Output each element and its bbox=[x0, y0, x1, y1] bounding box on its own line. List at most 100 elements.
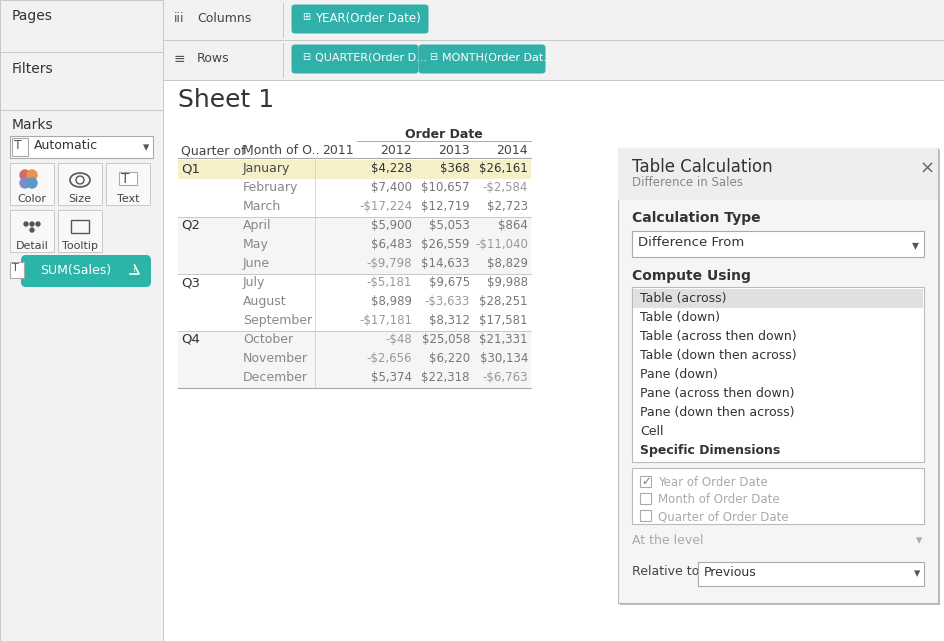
Text: April: April bbox=[243, 219, 271, 232]
Text: Pane (across then down): Pane (across then down) bbox=[639, 387, 794, 400]
Text: -$2,656: -$2,656 bbox=[366, 352, 412, 365]
Text: $8,829: $8,829 bbox=[486, 257, 528, 270]
Text: T: T bbox=[12, 263, 19, 273]
Text: T: T bbox=[14, 139, 22, 152]
Text: ▾: ▾ bbox=[915, 534, 921, 547]
Text: Size: Size bbox=[68, 194, 92, 204]
Text: March: March bbox=[243, 200, 281, 213]
Bar bbox=[632, 231, 923, 257]
Text: $22,318: $22,318 bbox=[421, 371, 469, 384]
FancyBboxPatch shape bbox=[21, 255, 151, 287]
Bar bbox=[177, 369, 531, 388]
Bar bbox=[632, 287, 923, 462]
Circle shape bbox=[20, 170, 30, 180]
Text: MONTH(Order Dat...: MONTH(Order Dat... bbox=[442, 52, 553, 62]
Text: Marks: Marks bbox=[12, 118, 54, 132]
Text: Pane (down): Pane (down) bbox=[639, 368, 717, 381]
Text: -$17,224: -$17,224 bbox=[359, 200, 412, 213]
Text: Tooltip: Tooltip bbox=[62, 241, 98, 251]
Text: Table (down): Table (down) bbox=[639, 311, 719, 324]
Bar bbox=[71, 220, 89, 233]
Text: At the level: At the level bbox=[632, 534, 702, 547]
Text: $26,161: $26,161 bbox=[479, 162, 528, 175]
Text: -$11,040: -$11,040 bbox=[475, 238, 528, 251]
Text: -$48: -$48 bbox=[385, 333, 412, 346]
Text: Pages: Pages bbox=[12, 9, 53, 23]
Bar bbox=[698, 562, 923, 586]
Text: Pane (down then across): Pane (down then across) bbox=[639, 406, 794, 419]
Circle shape bbox=[30, 222, 34, 226]
Text: -$5,181: -$5,181 bbox=[366, 276, 412, 289]
Text: Filters: Filters bbox=[12, 62, 54, 76]
Text: $6,220: $6,220 bbox=[429, 352, 469, 365]
Text: $28,251: $28,251 bbox=[479, 295, 528, 308]
Text: $5,374: $5,374 bbox=[371, 371, 412, 384]
Text: May: May bbox=[243, 238, 269, 251]
Bar bbox=[177, 350, 531, 369]
Bar bbox=[177, 331, 531, 350]
Text: July: July bbox=[243, 276, 265, 289]
Text: -$2,584: -$2,584 bbox=[482, 181, 528, 194]
Text: Table (across): Table (across) bbox=[639, 292, 726, 305]
Bar bbox=[162, 80, 944, 641]
Circle shape bbox=[30, 228, 34, 232]
Text: ▾: ▾ bbox=[911, 238, 918, 252]
Text: ×: × bbox=[919, 160, 935, 178]
Text: ▾: ▾ bbox=[143, 141, 149, 154]
Text: $4,228: $4,228 bbox=[370, 162, 412, 175]
Text: Rows: Rows bbox=[196, 52, 229, 65]
Text: November: November bbox=[243, 352, 308, 365]
Text: February: February bbox=[243, 181, 298, 194]
Text: ✓: ✓ bbox=[640, 475, 650, 488]
Text: Specific Dimensions: Specific Dimensions bbox=[639, 444, 780, 457]
Text: $368: $368 bbox=[440, 162, 469, 175]
Circle shape bbox=[36, 222, 40, 226]
Bar bbox=[162, 0, 944, 40]
Text: Q3: Q3 bbox=[181, 276, 200, 289]
Bar bbox=[639, 493, 650, 504]
Text: $9,988: $9,988 bbox=[486, 276, 528, 289]
Text: Q2: Q2 bbox=[181, 219, 200, 232]
Text: Relative to: Relative to bbox=[632, 565, 699, 578]
Text: $26,559: $26,559 bbox=[421, 238, 469, 251]
Bar bbox=[162, 40, 944, 80]
Text: Detail: Detail bbox=[15, 241, 48, 251]
Text: -$3,633: -$3,633 bbox=[424, 295, 469, 308]
Text: $12,719: $12,719 bbox=[421, 200, 469, 213]
Text: $30,134: $30,134 bbox=[480, 352, 528, 365]
Text: Compute Using: Compute Using bbox=[632, 269, 750, 283]
Text: Difference From: Difference From bbox=[637, 236, 744, 249]
Text: 2013: 2013 bbox=[438, 144, 469, 157]
Bar bbox=[177, 236, 531, 255]
Bar bbox=[106, 163, 150, 205]
Text: August: August bbox=[243, 295, 286, 308]
Text: $2,723: $2,723 bbox=[486, 200, 528, 213]
Text: Cell: Cell bbox=[639, 425, 663, 438]
Text: ⊟: ⊟ bbox=[429, 52, 437, 62]
Text: October: October bbox=[243, 333, 293, 346]
Text: SUM(Sales): SUM(Sales) bbox=[40, 264, 111, 277]
Text: T: T bbox=[121, 172, 129, 186]
Text: $14,633: $14,633 bbox=[421, 257, 469, 270]
Text: $25,058: $25,058 bbox=[421, 333, 469, 346]
Text: Month of Order Date: Month of Order Date bbox=[657, 493, 779, 506]
Text: $21,331: $21,331 bbox=[479, 333, 528, 346]
Bar bbox=[617, 148, 937, 200]
Bar bbox=[177, 255, 531, 274]
Text: Color: Color bbox=[18, 194, 46, 204]
Bar bbox=[632, 468, 923, 524]
Bar bbox=[10, 262, 24, 278]
Text: $8,989: $8,989 bbox=[371, 295, 412, 308]
Text: $7,400: $7,400 bbox=[371, 181, 412, 194]
Circle shape bbox=[20, 178, 30, 188]
Text: September: September bbox=[243, 314, 312, 327]
Text: ≡: ≡ bbox=[174, 52, 185, 66]
Text: Difference in Sales: Difference in Sales bbox=[632, 176, 742, 189]
Text: Year of Order Date: Year of Order Date bbox=[657, 476, 767, 489]
Text: Order Date: Order Date bbox=[405, 128, 482, 141]
Text: 2012: 2012 bbox=[380, 144, 412, 157]
Text: -$17,181: -$17,181 bbox=[359, 314, 412, 327]
Text: $5,053: $5,053 bbox=[429, 219, 469, 232]
Bar bbox=[58, 163, 102, 205]
Text: $17,581: $17,581 bbox=[479, 314, 528, 327]
